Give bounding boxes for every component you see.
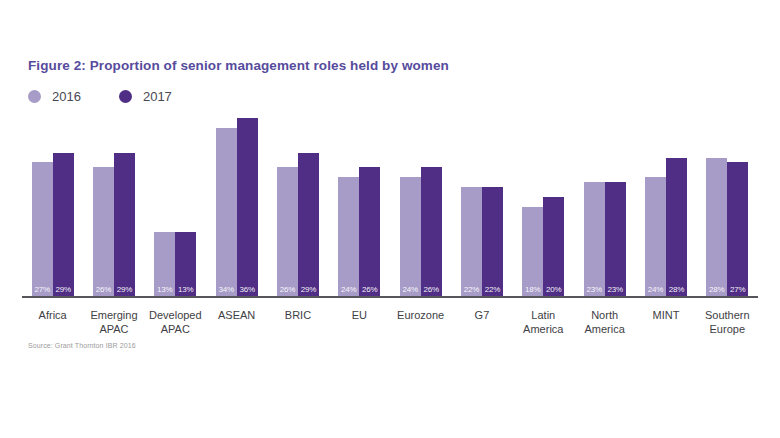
bar-2016-emerging-apac: 26% xyxy=(93,167,114,296)
bar-2017-eurozone: 26% xyxy=(421,167,442,296)
bar-group-north-america: 23%23% xyxy=(574,108,635,298)
bar-value-label: 29% xyxy=(114,285,135,294)
bar-value-label: 28% xyxy=(706,285,727,294)
bar-value-label: 23% xyxy=(605,285,626,294)
category-label-asean: ASEAN xyxy=(218,308,255,338)
category-label-g7: G7 xyxy=(475,308,490,338)
chart-column-bric: 26%29% BRIC xyxy=(267,108,328,338)
bar-value-label: 36% xyxy=(237,285,258,294)
chart-column-north-america: 23%23% North America xyxy=(574,108,635,338)
bar-2017-asean: 36% xyxy=(237,118,258,296)
bar-group-emerging-apac: 26%29% xyxy=(83,108,144,298)
bar-value-label: 29% xyxy=(298,285,319,294)
bar-2016-southern-europe: 28% xyxy=(706,158,727,296)
bar-2017-bric: 29% xyxy=(298,153,319,296)
bar-group-southern-europe: 28%27% xyxy=(697,108,758,298)
category-label-developed-apac: Developed APAC xyxy=(145,308,206,338)
bar-group-g7: 22%22% xyxy=(451,108,512,298)
bar-value-label: 22% xyxy=(482,285,503,294)
chart-column-latin-america: 18%20% Latin America xyxy=(513,108,574,338)
bar-2017-developed-apac: 13% xyxy=(175,232,196,296)
bar-2016-developed-apac: 13% xyxy=(154,232,175,296)
bar-2016-north-america: 23% xyxy=(584,182,605,296)
chart-column-mint: 24%28% MINT xyxy=(635,108,696,338)
category-label-emerging-apac: Emerging APAC xyxy=(83,308,144,338)
legend-item-2017: 2017 xyxy=(119,89,172,104)
bar-value-label: 23% xyxy=(584,285,605,294)
bar-group-mint: 24%28% xyxy=(635,108,696,298)
bar-value-label: 26% xyxy=(421,285,442,294)
bar-value-label: 28% xyxy=(666,285,687,294)
category-label-eurozone: Eurozone xyxy=(397,308,444,338)
bar-2017-southern-europe: 27% xyxy=(727,162,748,296)
bar-2016-bric: 26% xyxy=(277,167,298,296)
legend-label-2016: 2016 xyxy=(52,89,81,104)
bar-2016-asean: 34% xyxy=(216,128,237,296)
bar-2017-eu: 26% xyxy=(359,167,380,296)
bar-value-label: 13% xyxy=(175,285,196,294)
bar-group-bric: 26%29% xyxy=(267,108,328,298)
bar-2016-eu: 24% xyxy=(338,177,359,296)
bar-value-label: 29% xyxy=(53,285,74,294)
category-label-north-america: North America xyxy=(574,308,635,338)
bar-group-latin-america: 18%20% xyxy=(513,108,574,298)
bar-value-label: 27% xyxy=(32,285,53,294)
bar-2016-africa: 27% xyxy=(32,162,53,296)
bar-value-label: 20% xyxy=(543,285,564,294)
chart-column-emerging-apac: 26%29% Emerging APAC xyxy=(83,108,144,338)
bar-value-label: 26% xyxy=(277,285,298,294)
bar-value-label: 26% xyxy=(359,285,380,294)
bar-group-asean: 34%36% xyxy=(206,108,267,298)
category-label-mint: MINT xyxy=(653,308,680,338)
bar-2017-emerging-apac: 29% xyxy=(114,153,135,296)
category-label-latin-america: Latin America xyxy=(513,308,574,338)
bar-2016-mint: 24% xyxy=(645,177,666,296)
figure-page: Figure 2: Proportion of senior managemen… xyxy=(0,0,780,438)
bar-2017-north-america: 23% xyxy=(605,182,626,296)
chart-column-southern-europe: 28%27% Southern Europe xyxy=(697,108,758,338)
bar-value-label: 24% xyxy=(645,285,666,294)
bar-2016-latin-america: 18% xyxy=(522,207,543,296)
legend-dot-2016 xyxy=(28,90,41,103)
category-label-southern-europe: Southern Europe xyxy=(697,308,758,338)
bar-group-eu: 24%26% xyxy=(329,108,390,298)
bar-value-label: 27% xyxy=(727,285,748,294)
legend-item-2016: 2016 xyxy=(28,89,81,104)
chart-column-g7: 22%22% G7 xyxy=(451,108,512,338)
chart-column-eurozone: 24%26% Eurozone xyxy=(390,108,451,338)
bar-value-label: 22% xyxy=(461,285,482,294)
category-label-eu: EU xyxy=(352,308,367,338)
legend-label-2017: 2017 xyxy=(143,89,172,104)
legend-dot-2017 xyxy=(119,90,132,103)
bar-group-eurozone: 24%26% xyxy=(390,108,451,298)
chart-column-asean: 34%36% ASEAN xyxy=(206,108,267,338)
chart-column-africa: 27%29% Africa xyxy=(22,108,83,338)
bar-value-label: 26% xyxy=(93,285,114,294)
bar-value-label: 34% xyxy=(216,285,237,294)
bar-2016-g7: 22% xyxy=(461,187,482,296)
bar-2017-latin-america: 20% xyxy=(543,197,564,296)
chart-column-developed-apac: 13%13% Developed APAC xyxy=(145,108,206,338)
bar-value-label: 24% xyxy=(338,285,359,294)
bar-chart: 27%29%Africa26%29%Emerging APAC13%13%Dev… xyxy=(22,108,758,338)
bar-group-africa: 27%29% xyxy=(22,108,83,298)
bar-2017-africa: 29% xyxy=(53,153,74,296)
bar-2017-mint: 28% xyxy=(666,158,687,296)
bar-value-label: 13% xyxy=(154,285,175,294)
bar-2016-eurozone: 24% xyxy=(400,177,421,296)
figure-title: Figure 2: Proportion of senior managemen… xyxy=(28,58,780,73)
chart-legend: 2016 2017 xyxy=(28,89,780,103)
category-label-africa: Africa xyxy=(39,308,67,338)
bar-2017-g7: 22% xyxy=(482,187,503,296)
category-label-bric: BRIC xyxy=(285,308,311,338)
chart-column-eu: 24%26% EU xyxy=(329,108,390,338)
bar-group-developed-apac: 13%13% xyxy=(145,108,206,298)
bar-value-label: 18% xyxy=(522,285,543,294)
source-note: Source: Grant Thornton IBR 2016 xyxy=(28,342,780,349)
bar-value-label: 24% xyxy=(400,285,421,294)
